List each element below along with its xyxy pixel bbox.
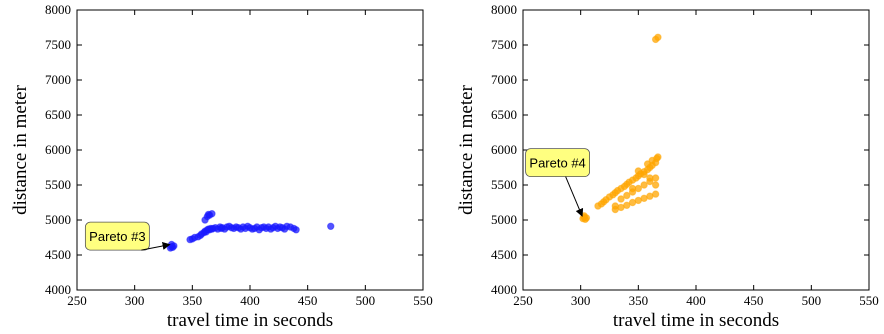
data-point: [327, 222, 335, 231]
data-point: [634, 167, 643, 175]
data-point: [611, 202, 619, 210]
x-tick-label: 350: [629, 293, 649, 308]
x-tick-label: 250: [67, 293, 87, 308]
data-point: [623, 201, 631, 210]
x-tick-label: 400: [686, 293, 706, 308]
data-point: [653, 154, 661, 163]
y-tick-label: 5000: [45, 212, 71, 227]
data-point: [640, 170, 648, 179]
data-point: [292, 226, 300, 234]
y-tick-label: 6000: [491, 142, 517, 157]
data-point: [651, 181, 660, 189]
x-tick-label: 250: [513, 293, 533, 308]
chart-1: 250 300 350 400 450 500 550 4000 4500 5000 5500 600…: [10, 2, 433, 331]
data-point: [651, 190, 660, 198]
annotation-box: [84, 221, 150, 251]
annotation-box: [525, 148, 590, 178]
x-tick-label: 450: [298, 293, 318, 308]
annotation-arrow: [565, 176, 584, 217]
x-tick-label: 400: [240, 293, 260, 308]
x-tick-label: 300: [571, 293, 591, 308]
annotation-arrow: [141, 242, 171, 251]
y-tick-label: 4000: [491, 282, 517, 297]
annotation-label: Pareto #3: [89, 229, 145, 244]
y-axis-label: distance in meter: [10, 84, 31, 214]
data-point: [617, 195, 625, 203]
y-tick-label: 5500: [45, 177, 71, 192]
data-point: [623, 191, 631, 200]
x-axis-label: travel time in seconds: [167, 310, 333, 331]
y-tick-label: 7000: [491, 72, 517, 87]
y-tick-label: 7500: [45, 37, 71, 52]
chart-2: 250 300 350 400 450 500 550 4000 4500 5000 5500 600…: [456, 2, 879, 331]
data-point: [628, 184, 637, 193]
y-tick-label: 6000: [45, 142, 71, 157]
x-tick-label: 500: [356, 293, 376, 308]
y-tick-label: 8000: [45, 2, 71, 17]
y-tick-label: 7500: [491, 37, 517, 52]
data-point: [204, 210, 213, 219]
series-1: [166, 210, 335, 252]
y-tick-label: 5000: [491, 212, 517, 227]
data-point: [201, 216, 209, 224]
x-tick-label: 350: [183, 293, 203, 308]
series-1: [579, 33, 662, 224]
y-tick-label: 5500: [491, 177, 517, 192]
x-tick-label: 300: [125, 293, 145, 308]
y-tick-label: 6500: [491, 107, 517, 122]
x-tick-label: 500: [802, 293, 822, 308]
y-tick-label: 6500: [45, 107, 71, 122]
x-tick-label: 550: [859, 293, 879, 308]
x-tick-label: 450: [744, 293, 764, 308]
x-axis-label: travel time in seconds: [613, 310, 779, 331]
y-tick-label: 7000: [45, 72, 71, 87]
annotation-label: Pareto #4: [529, 156, 585, 171]
data-point: [646, 174, 654, 182]
data-point: [640, 181, 648, 189]
data-point: [654, 33, 662, 41]
y-axis-label: distance in meter: [456, 84, 477, 214]
y-tick-label: 8000: [491, 2, 517, 17]
y-tick-label: 4500: [45, 247, 71, 262]
y-tick-label: 4000: [45, 282, 71, 297]
x-tick-label: 550: [413, 293, 433, 308]
y-tick-label: 4500: [491, 247, 517, 262]
